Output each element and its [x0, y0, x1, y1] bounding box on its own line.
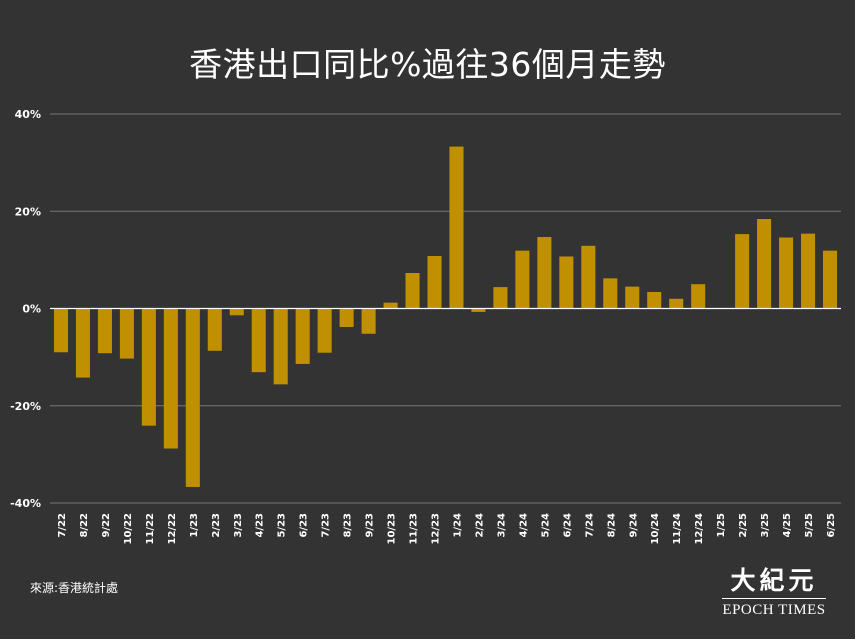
- x-tick-label: 7/23: [321, 513, 332, 538]
- bar: [361, 308, 376, 334]
- bar: [75, 308, 90, 378]
- x-tick-label: 11/22: [145, 513, 156, 545]
- bar: [207, 308, 222, 351]
- bar: [537, 237, 552, 309]
- bar: [779, 237, 794, 309]
- bar: [757, 219, 772, 309]
- x-tick-label: 3/24: [496, 513, 507, 538]
- bar: [603, 278, 618, 309]
- x-tick-label: 2/23: [211, 513, 222, 538]
- x-tick-label: 12/22: [167, 513, 178, 545]
- bar: [647, 291, 662, 309]
- y-tick-label: -40%: [10, 497, 41, 510]
- x-tick-label: 1/24: [452, 513, 463, 538]
- x-tick-label: 10/24: [650, 513, 661, 545]
- x-tick-label: 3/23: [233, 513, 244, 538]
- logo-english-text: EPOCH TIMES: [722, 598, 826, 619]
- x-tick-label: 3/25: [760, 513, 771, 538]
- bar: [449, 146, 464, 309]
- x-tick-label: 7/24: [584, 513, 595, 538]
- chart-title: 香港出口同比%過往36個月走勢: [189, 45, 666, 84]
- x-tick-label: 4/24: [518, 513, 529, 538]
- logo-chinese-text: 大紀元: [730, 566, 818, 595]
- bar: [691, 284, 706, 309]
- bar: [669, 298, 684, 309]
- x-tick-label: 6/24: [562, 513, 573, 538]
- x-tick-label: 8/22: [79, 513, 90, 538]
- x-tick-label: 5/24: [540, 513, 551, 538]
- y-tick-label: 20%: [15, 205, 41, 218]
- x-tick-label: 5/25: [804, 513, 815, 538]
- x-tick-label: 6/25: [826, 513, 837, 538]
- x-tick-label: 8/24: [606, 513, 617, 538]
- bar: [383, 302, 398, 309]
- x-tick-label: 1/23: [189, 513, 200, 538]
- bar: [317, 308, 332, 353]
- x-tick-label: 9/23: [365, 513, 376, 538]
- bar: [559, 256, 574, 309]
- bar: [295, 308, 310, 364]
- x-tick-label: 4/25: [782, 513, 793, 538]
- x-tick-label: 12/24: [694, 513, 705, 545]
- bar: [471, 308, 486, 312]
- bar: [273, 308, 288, 385]
- bar: [163, 308, 178, 449]
- bar: [405, 273, 420, 309]
- bar: [801, 233, 816, 309]
- x-tick-label: 10/22: [123, 513, 134, 545]
- x-tick-label: 7/22: [57, 513, 68, 538]
- x-tick-label: 12/23: [431, 513, 442, 545]
- x-tick-label: 8/23: [343, 513, 354, 538]
- y-tick-label: 40%: [15, 108, 41, 121]
- bar: [53, 308, 69, 353]
- bar: [339, 308, 354, 327]
- x-tick-label: 11/24: [672, 513, 683, 545]
- bar: [515, 250, 530, 309]
- x-tick-label: 9/24: [628, 513, 639, 538]
- bar: [493, 287, 508, 309]
- x-tick-label: 1/25: [716, 513, 727, 538]
- bar: [625, 286, 640, 309]
- bar: [119, 308, 134, 359]
- bar: [97, 308, 112, 354]
- bar: [141, 308, 156, 426]
- bar: [735, 234, 750, 309]
- x-tick-label: 2/25: [738, 513, 749, 538]
- epoch-times-logo: 大紀元 EPOCH TIMES: [722, 566, 826, 619]
- x-tick-label: 6/23: [299, 513, 310, 538]
- bar: [581, 245, 596, 309]
- x-tick-label: 5/23: [277, 513, 288, 538]
- x-tick-label: 11/23: [409, 513, 420, 545]
- bar: [251, 308, 266, 373]
- x-tick-label: 2/24: [474, 513, 485, 538]
- y-tick-label: -20%: [10, 400, 41, 413]
- bar: [185, 308, 200, 487]
- x-tick-label: 10/23: [387, 513, 398, 545]
- source-note: 來源:香港統計處: [30, 581, 119, 595]
- x-tick-label: 9/22: [101, 513, 112, 538]
- bar: [822, 250, 838, 309]
- bar: [427, 255, 442, 309]
- bar: [229, 308, 244, 316]
- y-tick-label: 0%: [22, 303, 41, 316]
- x-tick-label: 4/23: [255, 513, 266, 538]
